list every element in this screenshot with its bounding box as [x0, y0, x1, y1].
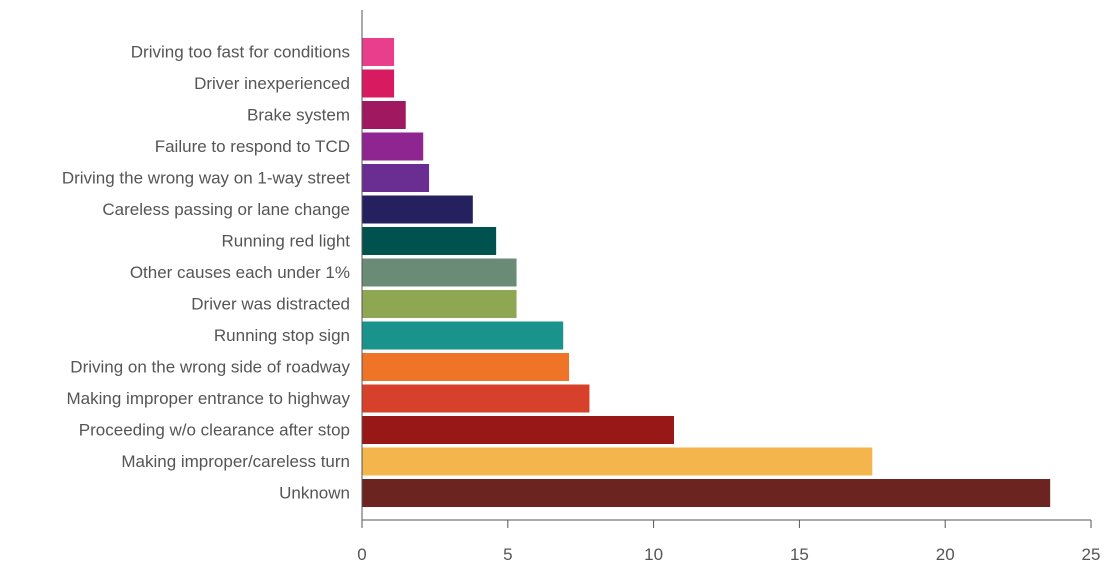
category-label-13: Making improper/careless turn — [121, 452, 350, 471]
category-label-3: Failure to respond to TCD — [155, 137, 350, 156]
bar-2 — [362, 101, 406, 129]
bar-10 — [362, 353, 570, 381]
category-label-14: Unknown — [279, 484, 350, 503]
bar-9 — [362, 321, 564, 350]
bar-0 — [362, 38, 395, 66]
bar-3 — [362, 132, 424, 161]
category-label-12: Proceeding w/o clearance after stop — [79, 421, 350, 440]
x-tick-label-5: 25 — [1082, 545, 1101, 564]
bar-1 — [362, 69, 395, 98]
category-label-6: Running red light — [221, 232, 350, 251]
category-label-4: Driving the wrong way on 1-way street — [62, 169, 350, 188]
bar-13 — [362, 447, 873, 476]
category-label-9: Running stop sign — [214, 326, 350, 345]
category-labels: Driving too fast for conditions Driver in… — [62, 43, 351, 503]
bar-4 — [362, 164, 430, 192]
x-tick-label-4: 20 — [936, 545, 955, 564]
bar-7 — [362, 258, 517, 287]
category-label-10: Driving on the wrong side of roadway — [70, 358, 350, 377]
category-label-7: Other causes each under 1% — [130, 263, 350, 282]
category-label-2: Brake system — [247, 106, 350, 125]
x-tick-label-2: 10 — [644, 545, 663, 564]
bar-11 — [362, 384, 590, 413]
bar-5 — [362, 195, 473, 224]
bar-8 — [362, 290, 517, 318]
bar-12 — [362, 416, 675, 444]
bar-14 — [362, 479, 1051, 507]
x-tick-label-3: 15 — [790, 545, 809, 564]
x-tick-label-1: 5 — [503, 545, 512, 564]
category-label-1: Driver inexperienced — [194, 74, 350, 93]
category-label-0: Driving too fast for conditions — [131, 43, 350, 62]
bar-6 — [362, 227, 497, 255]
category-label-11: Making improper entrance to highway — [67, 389, 351, 408]
x-axis-ticks: 0 5 10 15 20 25 — [357, 520, 1100, 564]
category-label-5: Careless passing or lane change — [102, 200, 350, 219]
x-tick-label-0: 0 — [357, 545, 366, 564]
bars-group — [362, 38, 1051, 507]
category-label-8: Driver was distracted — [191, 295, 350, 314]
